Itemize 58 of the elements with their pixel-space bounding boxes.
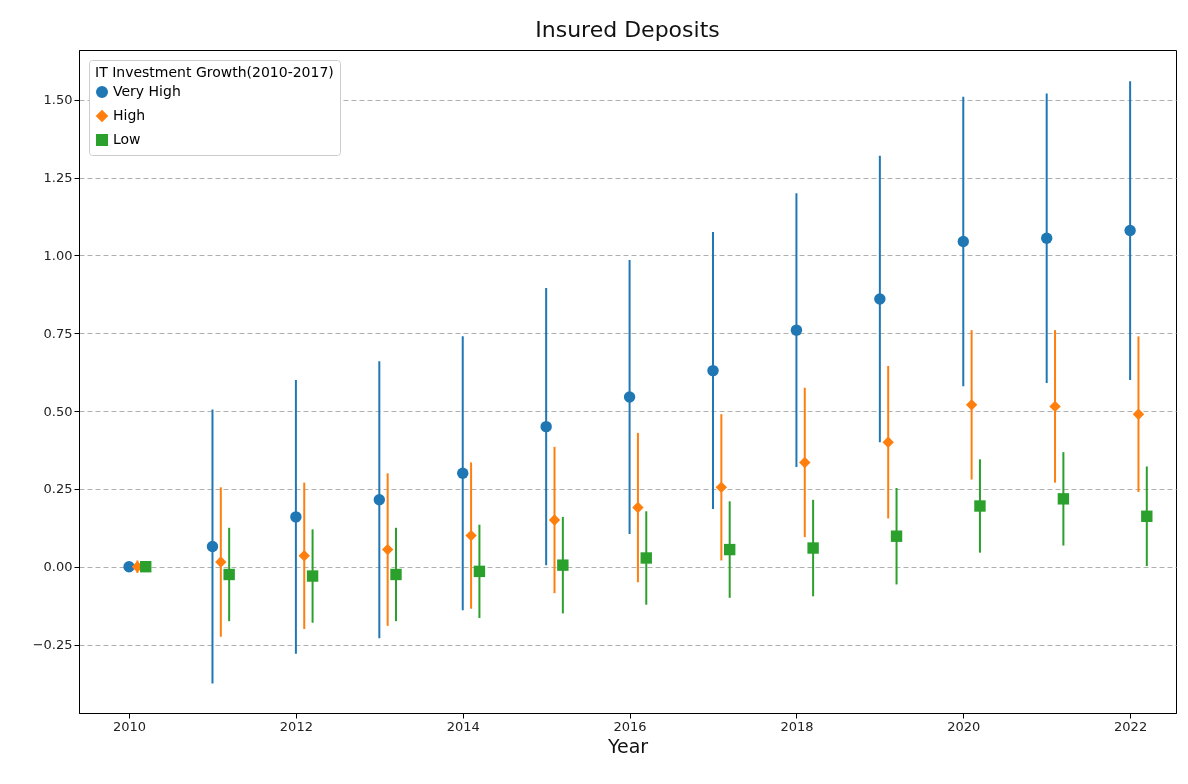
y-tick-label: 1.25 xyxy=(43,170,73,186)
x-axis-title: Year xyxy=(606,734,649,757)
point xyxy=(807,542,819,554)
legend-label: Low xyxy=(113,131,141,147)
chart-title: Insured Deposits xyxy=(535,17,720,42)
x-tick-label: 2012 xyxy=(279,718,313,734)
x-tick-label: 2022 xyxy=(1114,718,1148,734)
point xyxy=(723,543,736,556)
point xyxy=(290,511,302,523)
point xyxy=(223,568,235,581)
point xyxy=(548,514,561,526)
point xyxy=(974,500,986,512)
point xyxy=(957,235,969,248)
point xyxy=(473,565,486,578)
x-tick-label: 2020 xyxy=(947,718,981,734)
point xyxy=(882,436,894,448)
x-tick-label: 2016 xyxy=(613,718,647,734)
point xyxy=(640,552,652,564)
point xyxy=(215,556,227,568)
y-tick-label: −0.25 xyxy=(32,637,73,653)
y-tick-label: 1.50 xyxy=(43,92,73,108)
legend-title: IT Investment Growth(2010-2017) xyxy=(95,64,334,80)
point xyxy=(140,561,152,573)
y-tick-label: 0.75 xyxy=(43,325,73,341)
legend-label: High xyxy=(113,107,146,123)
point xyxy=(206,540,219,553)
point xyxy=(557,559,569,571)
point xyxy=(632,501,644,514)
point xyxy=(874,293,886,305)
point xyxy=(465,529,477,542)
point xyxy=(540,420,552,433)
point xyxy=(1132,408,1145,420)
point xyxy=(373,494,386,506)
point xyxy=(799,456,811,469)
x-tick-label: 2014 xyxy=(446,718,480,734)
x-tick-label: 2010 xyxy=(113,718,147,734)
point xyxy=(1040,232,1053,245)
point xyxy=(1124,224,1136,237)
point xyxy=(1141,510,1153,522)
point xyxy=(707,364,719,377)
point xyxy=(1057,493,1070,505)
point xyxy=(306,570,319,582)
point xyxy=(390,568,402,581)
y-tick-label: 0.25 xyxy=(43,481,73,497)
point xyxy=(715,481,728,494)
point xyxy=(965,399,978,411)
legend-label: Very High xyxy=(113,83,181,99)
point xyxy=(123,561,135,573)
y-tick-label: 1.00 xyxy=(43,247,73,263)
point xyxy=(890,530,903,542)
point xyxy=(298,550,310,562)
x-tick-label: 2018 xyxy=(780,718,814,734)
point xyxy=(623,391,636,403)
point xyxy=(381,543,394,556)
point xyxy=(790,324,803,336)
point xyxy=(457,467,469,480)
y-tick-label: 0.50 xyxy=(43,403,73,419)
y-tick-label: 0.00 xyxy=(43,559,73,575)
